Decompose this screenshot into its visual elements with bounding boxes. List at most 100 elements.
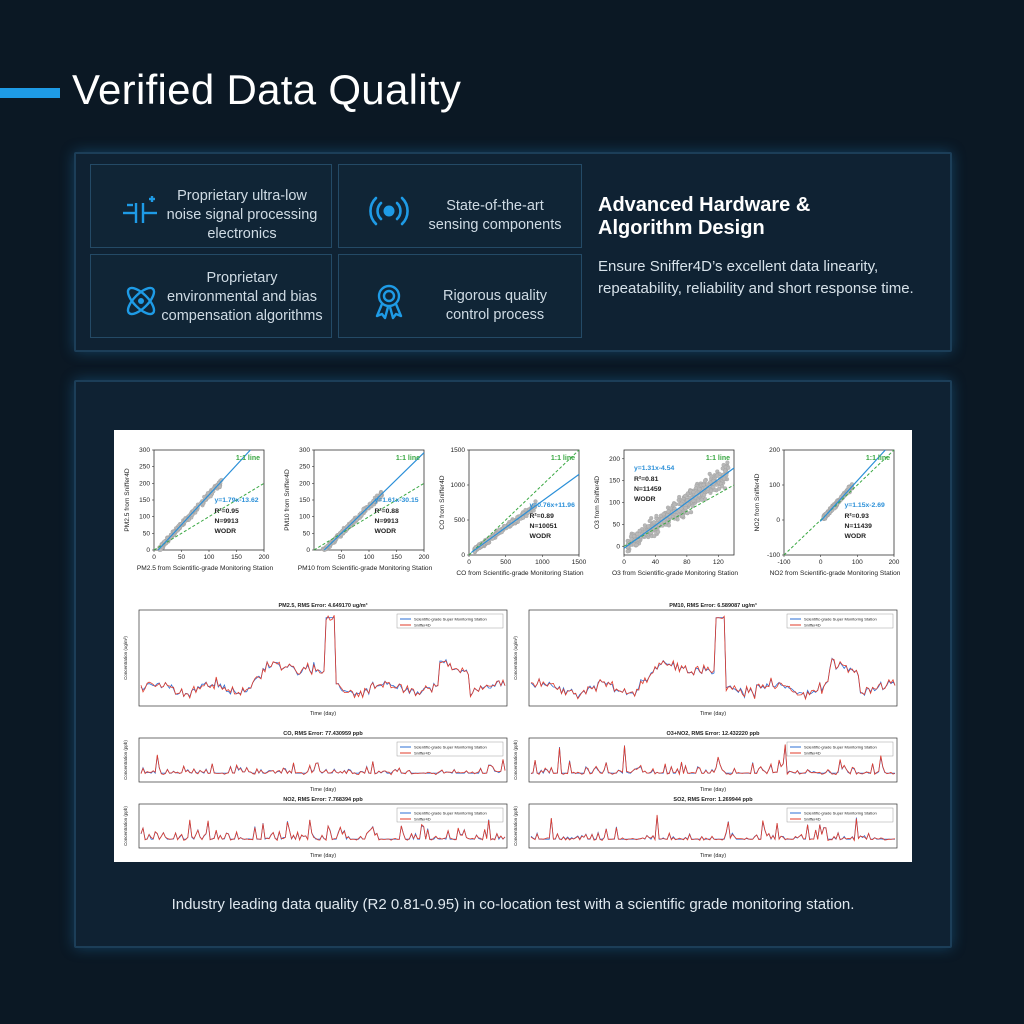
timeseries-x-label: Time (day) — [310, 787, 336, 793]
timeseries-legend: Scientific-grade Super Monitoring Statio… — [786, 741, 894, 757]
advanced-heading: Advanced Hardware & Algorithm Design — [598, 194, 918, 240]
scatter-point — [726, 465, 731, 470]
feature-text-line: noise signal processing — [166, 207, 318, 223]
y-tick-label: 100 — [139, 514, 150, 521]
x-tick-label: 200 — [889, 559, 900, 566]
scatter-point — [722, 476, 727, 481]
atom-icon — [121, 281, 161, 321]
scatter-point — [666, 509, 671, 514]
group-label: WODR — [845, 533, 867, 540]
timeseries-legend: Scientific-grade Super Monitoring Statio… — [396, 613, 504, 629]
y-tick-label: 200 — [609, 456, 620, 463]
timeseries-title: PM10, RMS Error: 6.589087 ug/m³ — [669, 602, 757, 609]
y-axis-label: O3 from Sniffer4D — [594, 476, 601, 529]
scatter-point — [646, 524, 651, 529]
timeseries-y-label: Concentration (ppb) — [513, 806, 518, 846]
y-axis-label: CO from Sniffer4D — [439, 475, 446, 529]
scatter-point — [690, 504, 695, 509]
scatter-point — [677, 494, 682, 500]
timeseries-line-sniffer4d — [140, 819, 506, 842]
timeseries-legend: Scientific-grade Super Monitoring Statio… — [786, 807, 894, 823]
x-axis-label: NO2 from Scientific-grade Monitoring Sta… — [770, 570, 901, 577]
legend-box — [786, 807, 894, 823]
feature-card-algorithms: Proprietary environmental and bias compe… — [90, 254, 332, 338]
scatter-point — [635, 532, 640, 537]
fit-equation: y=1.31x-4.54 — [634, 465, 674, 472]
y-tick-label: 200 — [769, 447, 780, 454]
sample-count: N=9913 — [375, 518, 399, 525]
x-axis-label: PM10 from Scientific-grade Monitoring St… — [298, 565, 433, 572]
sample-count: N=9913 — [215, 518, 239, 525]
feature-text-line: Rigorous quality — [443, 288, 547, 304]
one-to-one-line — [468, 449, 580, 556]
y-tick-label: 250 — [139, 464, 150, 471]
timeseries-title: PM2.5, RMS Error: 4.649170 ug/m³ — [279, 602, 368, 609]
scatter-point — [691, 490, 696, 495]
scatter-point — [699, 497, 704, 502]
timeseries-x-label: Time (day) — [310, 853, 336, 859]
y-tick-label: 0 — [616, 543, 620, 550]
y-tick-label: 0 — [146, 547, 150, 554]
sample-count: N=10051 — [530, 523, 558, 530]
scatter-point — [702, 493, 707, 498]
timeseries-frame — [528, 737, 898, 783]
y-tick-label: -100 — [767, 552, 780, 559]
legend-label: Sniffer4D — [804, 817, 821, 822]
scatter-point — [720, 484, 725, 489]
timeseries-line-station — [530, 617, 896, 700]
timeseries-y-label: Concentration (ug/m³) — [123, 636, 128, 680]
one-to-one-label: 1:1 line — [236, 455, 260, 462]
legend-label: Sniffer4D — [414, 751, 431, 756]
feature-card-electronics: Proprietary ultra-low noise signal proce… — [90, 164, 332, 248]
fit-line — [623, 467, 735, 549]
sample-count: N=11439 — [845, 523, 873, 530]
timeseries-frame — [138, 609, 508, 707]
y-tick-label: 150 — [609, 478, 620, 485]
chart-panel: 0 50 100 150 200 0 50 100 150 200 250 300 PM2.5 from… — [74, 380, 952, 948]
timeseries-y-label: Concentration (ug/m³) — [513, 636, 518, 680]
timeseries-title: CO, RMS Error: 77.430959 ppb — [283, 731, 363, 737]
advanced-description: Ensure Sniffer4D’s excellent data linear… — [598, 256, 928, 300]
y-axis-label: PM2.5 from Sniffer4D — [124, 468, 131, 532]
x-tick-label: 150 — [391, 554, 402, 561]
timeseries-x-label: Time (day) — [700, 711, 726, 717]
page-title: Verified Data Quality — [72, 66, 462, 113]
x-tick-label: 1500 — [572, 559, 587, 566]
y-tick-label: 100 — [609, 500, 620, 507]
x-tick-label: 50 — [338, 554, 346, 561]
fit-line — [323, 452, 425, 551]
y-tick-label: 150 — [299, 497, 310, 504]
y-tick-label: 300 — [139, 447, 150, 454]
timeseries-legend: Scientific-grade Super Monitoring Statio… — [396, 741, 504, 757]
feature-text-line: Proprietary ultra-low — [177, 188, 307, 204]
timeseries-line-sniffer4d — [530, 615, 896, 701]
timeseries-title: NO2, RMS Error: 7.768394 ppb — [283, 797, 363, 803]
legend-box — [786, 613, 894, 629]
timeseries-line-sniffer4d — [530, 744, 896, 776]
y-axis-label: NO2 from Sniffer4D — [754, 473, 761, 531]
legend-box — [786, 741, 894, 757]
x-tick-label: 50 — [178, 554, 186, 561]
legend-label: Scientific-grade Super Monitoring Statio… — [804, 811, 877, 816]
r-squared: R²=0.81 — [634, 476, 659, 483]
r-squared: R²=0.95 — [215, 508, 240, 515]
scatter-point — [701, 482, 706, 487]
y-tick-label: 300 — [299, 447, 310, 454]
scatter-point — [649, 516, 654, 521]
scatter-point — [725, 460, 730, 465]
scatter-point — [668, 506, 673, 511]
fit-line — [819, 449, 886, 522]
legend-label: Scientific-grade Super Monitoring Statio… — [804, 745, 877, 750]
x-tick-label: 100 — [852, 559, 863, 566]
scatter-point — [711, 485, 716, 490]
feature-text-line: State-of-the-art — [446, 198, 544, 214]
legend-label: Scientific-grade Super Monitoring Statio… — [414, 617, 487, 622]
y-tick-label: 0 — [776, 517, 780, 524]
y-tick-label: 250 — [299, 464, 310, 471]
legend-label: Scientific-grade Super Monitoring Statio… — [414, 811, 487, 816]
y-tick-label: 200 — [299, 480, 310, 487]
fit-equation: y=1.79x-13.62 — [215, 497, 259, 504]
x-tick-label: 0 — [467, 559, 471, 566]
x-tick-label: 40 — [652, 559, 660, 566]
features-panel: Proprietary ultra-low noise signal proce… — [74, 152, 952, 352]
